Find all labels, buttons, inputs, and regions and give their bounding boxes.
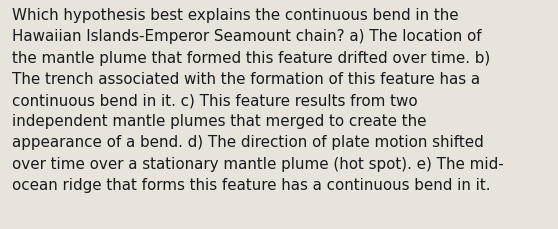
Text: Which hypothesis best explains the continuous bend in the
Hawaiian Islands-Emper: Which hypothesis best explains the conti… bbox=[12, 8, 504, 192]
